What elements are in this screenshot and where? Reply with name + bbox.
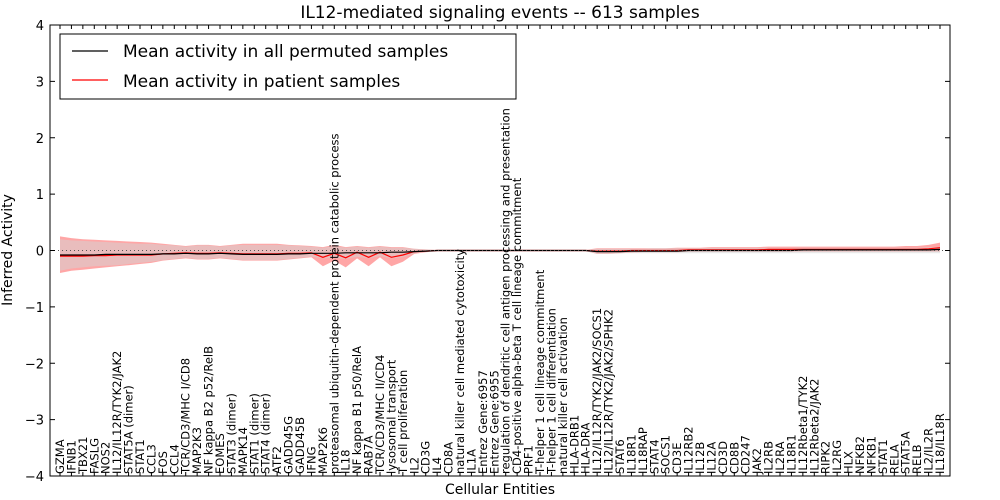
- y-tick-label: −4: [25, 470, 44, 485]
- category-label: NFKB2: [853, 436, 867, 474]
- category-label: GZMA: [53, 439, 67, 474]
- category-label: TBX21: [76, 437, 90, 475]
- category-label: SOCS1: [659, 435, 673, 474]
- category-label: NFKB1: [864, 436, 878, 474]
- category-label: IL2RA: [773, 441, 787, 474]
- y-tick-label: 1: [36, 188, 44, 203]
- category-label: CD8A: [442, 442, 456, 474]
- category-label: T cell proliferation: [396, 370, 410, 475]
- category-label: IL12A: [704, 442, 718, 474]
- chart-title: IL12-mediated signaling events -- 613 sa…: [300, 3, 700, 23]
- category-label: HLA-DRA: [579, 423, 593, 474]
- y-tick-label: −1: [25, 301, 44, 316]
- category-label: ATF2: [270, 446, 284, 474]
- category-label: STAT1: [133, 439, 147, 474]
- category-label: STAT1 (dimer): [247, 393, 261, 474]
- category-label: STAT1: [876, 439, 890, 474]
- category-label: FASLG: [87, 438, 101, 474]
- category-label: NOS2: [99, 442, 113, 474]
- category-label: IL12Rbeta2/JAK2: [807, 379, 821, 474]
- category-label: IL18/IL18R: [933, 413, 947, 474]
- category-label: STAT4: [647, 439, 661, 474]
- category-label: IL12Rbeta1/TYK2: [796, 376, 810, 474]
- legend-label-patient: Mean activity in patient samples: [123, 72, 400, 92]
- category-label: IL2/IL2R: [922, 428, 936, 474]
- category-label: IL18RAP: [636, 427, 650, 474]
- category-label: IL12B: [693, 442, 707, 474]
- y-tick-label: 3: [36, 75, 44, 90]
- category-label: CD3D: [716, 441, 730, 474]
- category-label: RELA: [887, 444, 901, 474]
- category-label: Entrez Gene:6957: [476, 370, 490, 474]
- category-label: GADD45G: [282, 416, 296, 474]
- category-label: natural killer cell activation: [556, 317, 570, 474]
- category-label: IL18: [339, 450, 353, 474]
- category-label: STAT5A (dimer): [122, 385, 136, 474]
- category-label: STAT6: [613, 439, 627, 474]
- category-label: GADD45B: [293, 417, 307, 474]
- category-label: IL12/IL12R/TYK2/JAK2/SOCS1: [590, 308, 604, 474]
- category-label: MAP2K3: [190, 427, 204, 474]
- legend: Mean activity in all permuted samples Me…: [59, 33, 517, 100]
- y-axis-label: Inferred Activity: [0, 194, 16, 306]
- category-label: PRF1: [522, 445, 536, 474]
- category-label: STAT5A: [899, 431, 913, 474]
- category-label: CD4-positive alpha-beta T cell lineage c…: [510, 177, 524, 474]
- category-label: RELB: [910, 444, 924, 474]
- category-label: STAT4 (dimer): [259, 393, 273, 474]
- category-label: IL12/IL12R/TYK2/JAK2/SPHK2: [602, 309, 616, 474]
- x-axis-label: Cellular Entities: [445, 482, 555, 498]
- category-label: IL2RG: [830, 440, 844, 474]
- category-label: MAPK14: [236, 427, 250, 474]
- category-label: CCL4: [167, 444, 181, 474]
- category-label: HLX: [842, 451, 856, 474]
- category-label: CD3G: [419, 441, 433, 474]
- category-label: HLA-DRB1: [567, 415, 581, 474]
- category-label: CD247: [739, 435, 753, 474]
- category-label: IFNB1: [64, 440, 78, 474]
- category-label: TCR/CD3/MHC I/CD8: [179, 358, 193, 475]
- y-tick-label: 2: [36, 132, 44, 147]
- category-label: IL12RB2: [682, 426, 696, 474]
- category-label: IL18R1: [624, 434, 638, 474]
- category-label: natural killer cell mediated cytotoxicit…: [453, 249, 467, 474]
- y-tick-label: 0: [36, 245, 44, 260]
- category-label: NF kappa B1 p50/RelA: [350, 346, 364, 474]
- category-label: Entrez Gene:6955: [487, 370, 501, 474]
- category-label: RAB7A: [362, 435, 376, 474]
- category-label: CD3E: [670, 443, 684, 474]
- category-label: T-helper 1 cell lineage commitment: [533, 269, 547, 475]
- category-label: proteasomal ubiquitin-dependent protein …: [327, 133, 341, 474]
- category-label: RIPK2: [819, 441, 833, 474]
- category-label: JAK2: [750, 448, 764, 475]
- category-label: MAP2K6: [316, 427, 330, 474]
- permuted-spread-band: [60, 239, 940, 271]
- category-label: EOMES: [213, 433, 227, 474]
- category-label: TCR/CD3/MHC II/CD4: [373, 355, 387, 475]
- category-label: regulation of dendritic cell antigen pro…: [499, 108, 513, 474]
- legend-label-permuted: Mean activity in all permuted samples: [123, 42, 448, 62]
- y-tick-label: −3: [25, 414, 44, 429]
- category-label: FOS: [156, 451, 170, 474]
- category-label: IL2RB: [762, 441, 776, 474]
- category-label: CCL3: [144, 444, 158, 474]
- category-label: IL4: [430, 457, 444, 474]
- category-label: NF kappa B2 p52/RelB: [202, 346, 216, 474]
- category-label: lysosomal transport: [384, 359, 398, 474]
- legend-box: [59, 33, 517, 100]
- category-label: IL2: [407, 457, 421, 474]
- category-label: IFNG: [304, 446, 318, 474]
- permuted-mean-line: [60, 248, 941, 256]
- category-label: T-helper 1 cell differentiation: [544, 308, 558, 475]
- category-label: STAT3 (dimer): [224, 393, 238, 474]
- category-label: IL18R1: [784, 434, 798, 474]
- category-label: IL12/IL12R/TYK2/JAK2: [110, 351, 124, 474]
- category-label: CD8B: [727, 442, 741, 474]
- y-tick-label: 4: [36, 19, 44, 34]
- y-tick-label: −2: [25, 357, 44, 372]
- category-label: IL1A: [464, 449, 478, 474]
